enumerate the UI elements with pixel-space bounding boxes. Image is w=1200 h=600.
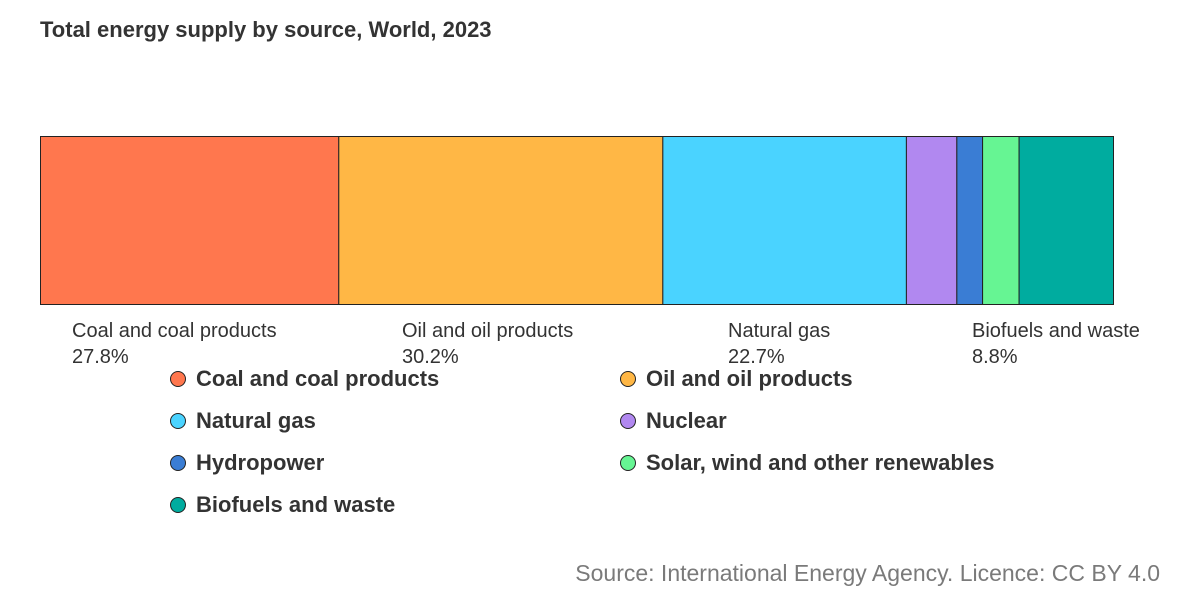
legend-marker — [170, 371, 186, 387]
legend-label: Nuclear — [646, 408, 727, 433]
chart-title: Total energy supply by source, World, 20… — [40, 17, 492, 42]
legend-marker — [170, 497, 186, 513]
bar-segment-3 — [905, 136, 958, 305]
legend-marker — [620, 455, 636, 471]
segment-category-label: Coal and coal products — [72, 320, 277, 342]
segment-category-label: Biofuels and waste — [972, 320, 1140, 342]
segment-category-label: Natural gas — [728, 320, 830, 342]
legend-label: Solar, wind and other renewables — [646, 450, 994, 475]
legend-label: Biofuels and waste — [196, 492, 395, 517]
bar-segment-0 — [40, 136, 340, 305]
bar-segment-5 — [982, 136, 1020, 305]
segment-value-label: 27.8% — [72, 346, 129, 368]
legend-label: Natural gas — [196, 408, 316, 433]
bar-segment-2 — [662, 136, 907, 305]
legend-marker — [620, 371, 636, 387]
legend-marker — [170, 413, 186, 429]
legend-marker — [620, 413, 636, 429]
segment-value-label: 30.2% — [402, 346, 459, 368]
segment-value-label: 8.8% — [972, 346, 1018, 368]
legend-marker — [170, 455, 186, 471]
legend-label: Coal and coal products — [196, 366, 439, 391]
source-note: Source: International Energy Agency. Lic… — [575, 560, 1160, 586]
segment-category-label: Oil and oil products — [402, 320, 573, 342]
segment-value-label: 22.7% — [728, 346, 785, 368]
bar-segment-4 — [956, 136, 984, 305]
bar-segment-1 — [338, 136, 664, 305]
legend-label: Hydropower — [196, 450, 325, 475]
bar-segment-6 — [1018, 136, 1114, 305]
legend-label: Oil and oil products — [646, 366, 853, 391]
